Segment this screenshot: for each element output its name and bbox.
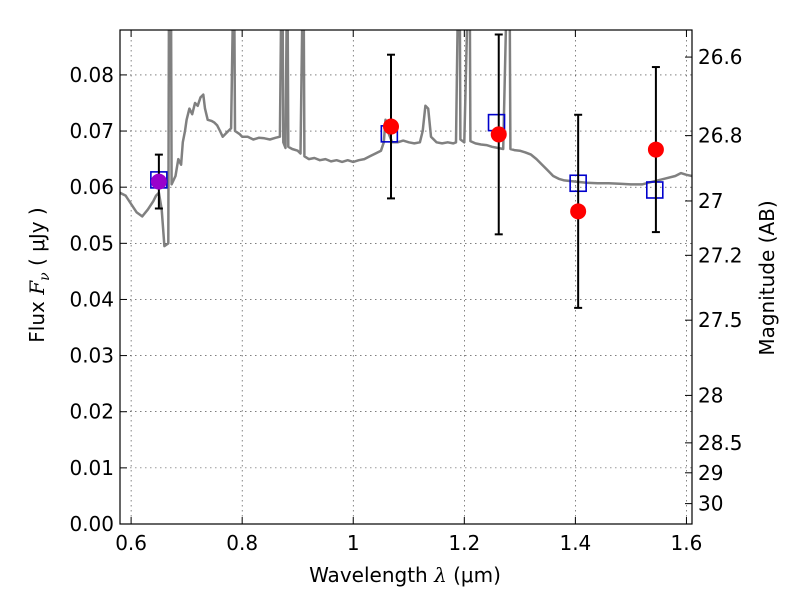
model-photometry-square bbox=[645, 181, 664, 199]
x-tick-label: 1 bbox=[347, 531, 360, 555]
x-tick-label: 0.8 bbox=[226, 531, 258, 555]
observed-photometry-point bbox=[383, 118, 400, 135]
observed-photometry-point bbox=[570, 203, 587, 220]
observed-photometry-point bbox=[647, 141, 664, 158]
y2-tick-label: 27.2 bbox=[698, 243, 743, 267]
grid-lines bbox=[120, 30, 692, 525]
y-tick-label: 0.03 bbox=[69, 344, 114, 368]
y2-tick-label: 26.6 bbox=[698, 45, 743, 69]
x-tick-label: 0.6 bbox=[115, 531, 147, 555]
y2-tick-label: 28.5 bbox=[698, 431, 743, 455]
tick-labels: 0.6 0.8 1 1.2 1.4 1.6 0.00 0.01 0.02 0.03 0.04 0.05… bbox=[69, 45, 742, 555]
x-axis-label: Wavelength λ (μm) bbox=[309, 563, 501, 587]
y-tick-label: 0.08 bbox=[69, 63, 114, 87]
plot-frame bbox=[119, 29, 693, 525]
axes bbox=[119, 29, 693, 525]
y-tick-label: 0.00 bbox=[69, 512, 114, 536]
y2-tick-label: 27.5 bbox=[698, 308, 743, 332]
observed-photometry-point bbox=[490, 126, 507, 143]
y2-tick-label: 28 bbox=[698, 383, 723, 407]
y2-axis-label: Magnitude (AB) bbox=[755, 200, 779, 355]
y-tick-label: 0.06 bbox=[69, 175, 114, 199]
y-tick-label: 0.04 bbox=[69, 287, 114, 311]
y-tick-label: 0.05 bbox=[69, 231, 114, 255]
spectrum-line bbox=[120, 30, 692, 248]
y-axis-label: Flux Fν ( μJy ) bbox=[25, 207, 53, 342]
y2-tick-label: 26.8 bbox=[698, 124, 743, 148]
y-tick-label: 0.01 bbox=[69, 456, 114, 480]
y2-tick-label: 29 bbox=[698, 461, 723, 485]
plot-area bbox=[120, 30, 692, 309]
x-tick-label: 1.6 bbox=[671, 531, 703, 555]
y-tick-label: 0.02 bbox=[69, 400, 114, 424]
x-tick-label: 1.4 bbox=[559, 531, 591, 555]
observed-photometry-point bbox=[150, 173, 167, 190]
y-tick-label: 0.07 bbox=[69, 119, 114, 143]
y2-tick-label: 27 bbox=[698, 189, 723, 213]
y2-tick-label: 30 bbox=[698, 492, 723, 516]
x-tick-label: 1.2 bbox=[448, 531, 480, 555]
